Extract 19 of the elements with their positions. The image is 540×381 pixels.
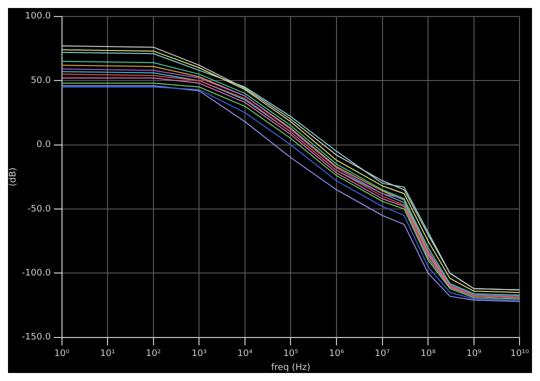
x-tick-label: 10¹ xyxy=(100,349,116,360)
x-tick-label: 10⁷ xyxy=(374,349,390,360)
x-tick-label: 10² xyxy=(146,349,162,360)
x-tick-label: 10⁸ xyxy=(420,349,436,360)
y-tick-label: 0.0 xyxy=(36,140,52,150)
x-tick-label: 10⁶ xyxy=(328,349,344,360)
y-tick-label: 50.0 xyxy=(30,76,52,86)
y-axis-title: (dB) xyxy=(8,167,19,186)
x-axis-title: freq (Hz) xyxy=(271,362,310,373)
y-tick-label: -150.0 xyxy=(22,332,52,343)
x-tick-label: 10⁹ xyxy=(466,349,482,360)
y-tick-label: -100.0 xyxy=(22,268,52,279)
x-tick-label: 10⁵ xyxy=(283,349,299,360)
y-tick-label: -50.0 xyxy=(28,204,52,214)
x-tick-label: 10¹⁰ xyxy=(510,349,530,360)
x-tick-label: 10⁴ xyxy=(237,349,253,360)
x-tick-label: 10³ xyxy=(192,349,208,360)
y-tick-label: 100.0 xyxy=(25,12,52,22)
x-tick-label: 10⁰ xyxy=(54,349,70,360)
